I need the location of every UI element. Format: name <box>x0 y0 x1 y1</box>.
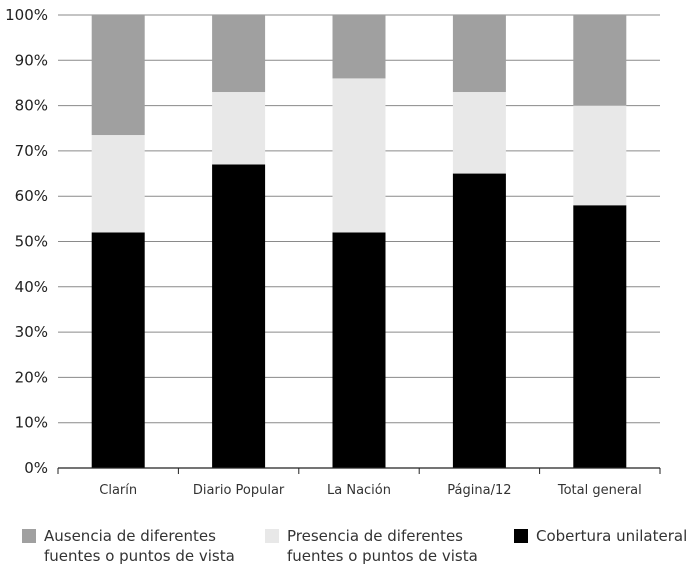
legend-label-presencia: Presencia de diferentes fuentes o puntos… <box>287 527 478 565</box>
y-tick-label: 40% <box>15 278 48 296</box>
legend-swatch-ausencia <box>22 529 36 543</box>
y-axis-ticks: 0% 10% 20% 30% 40% 50% 60% 70% 80% 90% 100% <box>5 6 48 477</box>
bar-segment <box>573 15 627 106</box>
bar-segment <box>452 92 506 174</box>
y-tick-label: 30% <box>15 323 48 341</box>
legend-swatch-cobertura <box>514 529 528 543</box>
legend: Ausencia de diferentes fuentes o puntos … <box>0 526 696 567</box>
bar-segment <box>332 78 386 233</box>
bar-segment <box>452 15 506 93</box>
y-tick-label: 20% <box>15 368 48 386</box>
bar-segment <box>91 15 145 136</box>
x-category-label: La Nación <box>327 483 391 498</box>
bar-segment <box>91 232 145 468</box>
stacked-bar-chart: 0% 10% 20% 30% 40% 50% 60% 70% 80% 90% 100% Clarín… <box>5 6 661 498</box>
x-axis <box>57 467 661 474</box>
y-tick-label: 50% <box>15 233 48 251</box>
bar-segment <box>452 173 506 469</box>
y-tick-label: 70% <box>15 142 48 160</box>
bar-segment <box>573 205 627 468</box>
bar-segment <box>332 232 386 468</box>
legend-label-ausencia: Ausencia de diferentes fuentes o puntos … <box>44 527 235 565</box>
y-tick-label: 0% <box>24 459 48 477</box>
x-category-label: Diario Popular <box>193 483 285 498</box>
bar-segment <box>91 135 145 233</box>
bar-segment <box>332 15 386 79</box>
legend-swatch-presencia <box>265 529 279 543</box>
bar-segment <box>212 164 266 469</box>
x-category-label: Página/12 <box>447 483 511 498</box>
y-tick-label: 90% <box>15 51 48 69</box>
y-tick-label: 100% <box>5 6 48 24</box>
bars <box>91 15 627 469</box>
y-tick-label: 80% <box>15 97 48 115</box>
y-tick-label: 10% <box>15 414 48 432</box>
bar-segment <box>212 92 266 165</box>
x-category-label: Total general <box>557 483 642 498</box>
y-tick-label: 60% <box>15 187 48 205</box>
x-category-label: Clarín <box>99 483 137 498</box>
legend-label-cobertura: Cobertura unilateral <box>536 527 688 545</box>
bar-segment <box>573 105 627 206</box>
x-axis-categories: Clarín Diario Popular La Nación Página/12 To… <box>99 483 641 498</box>
bar-segment <box>212 15 266 93</box>
